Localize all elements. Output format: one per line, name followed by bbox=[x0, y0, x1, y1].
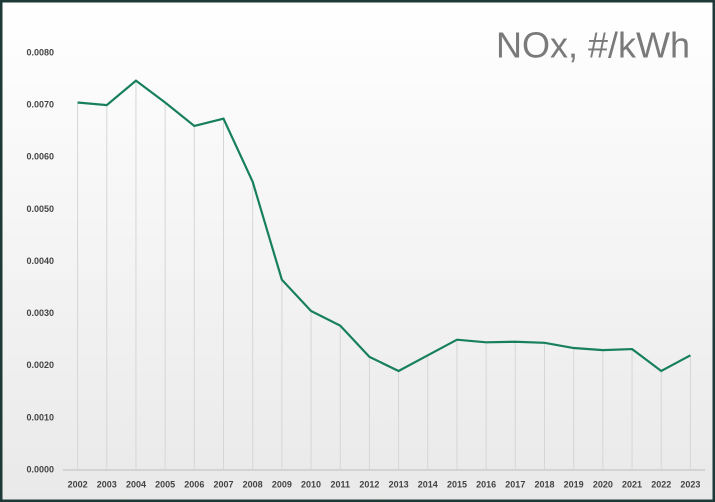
x-tick-label: 2010 bbox=[301, 479, 321, 489]
y-tick-label: 0.0000 bbox=[26, 464, 54, 474]
x-tick-label: 2011 bbox=[330, 479, 350, 489]
x-tick-label: 2013 bbox=[389, 479, 409, 489]
x-tick-label: 2003 bbox=[97, 479, 117, 489]
y-tick-label: 0.0020 bbox=[26, 360, 54, 370]
x-tick-label: 2021 bbox=[622, 479, 642, 489]
x-tick-label: 2006 bbox=[184, 479, 204, 489]
x-tick-label: 2018 bbox=[534, 479, 554, 489]
x-tick-label: 2002 bbox=[68, 479, 88, 489]
chart-title: NOx, #/kWh bbox=[496, 25, 690, 66]
y-tick-label: 0.0070 bbox=[26, 100, 54, 110]
y-tick-label: 0.0080 bbox=[26, 47, 54, 57]
x-tick-label: 2023 bbox=[680, 479, 700, 489]
x-tick-label: 2008 bbox=[243, 479, 263, 489]
x-tick-label: 2005 bbox=[155, 479, 175, 489]
x-tick-label: 2014 bbox=[418, 479, 438, 489]
y-tick-label: 0.0060 bbox=[26, 152, 54, 162]
y-tick-label: 0.0040 bbox=[26, 256, 54, 266]
x-tick-label: 2009 bbox=[272, 479, 292, 489]
x-tick-label: 2004 bbox=[126, 479, 146, 489]
x-tick-label: 2016 bbox=[476, 479, 496, 489]
x-tick-label: 2017 bbox=[505, 479, 525, 489]
x-tick-label: 2007 bbox=[213, 479, 233, 489]
x-tick-label: 2019 bbox=[564, 479, 584, 489]
x-tick-label: 2022 bbox=[651, 479, 671, 489]
data-line bbox=[77, 79, 691, 373]
x-tick-label: 2015 bbox=[447, 479, 467, 489]
x-tick-label: 2012 bbox=[359, 479, 379, 489]
x-tick-label: 2020 bbox=[593, 479, 613, 489]
y-tick-label: 0.0010 bbox=[26, 412, 54, 422]
y-tick-label: 0.0030 bbox=[26, 308, 54, 318]
y-tick-label: 0.0050 bbox=[26, 204, 54, 214]
